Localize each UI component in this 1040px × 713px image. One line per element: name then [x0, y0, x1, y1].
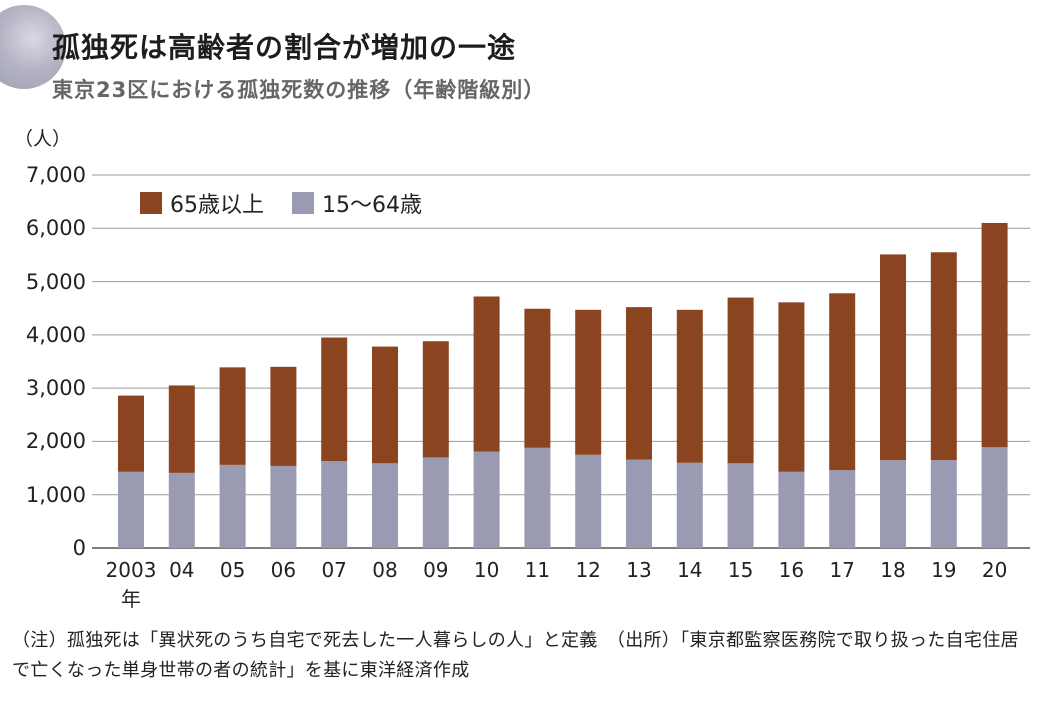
legend-label-65-plus: 65歳以上 — [170, 193, 264, 218]
bar-segment-65-plus — [270, 366, 297, 466]
y-tick-label: 1,000 — [25, 482, 86, 507]
x-tick-label: 06 — [270, 558, 297, 582]
bar-segment-65-plus — [422, 341, 449, 458]
x-tick-label: 18 — [880, 558, 906, 582]
y-tick-label: 4,000 — [25, 322, 86, 347]
bar-segment-65-plus — [168, 385, 195, 473]
bar-segment-65-plus — [930, 252, 957, 461]
x-tick-label: 05 — [219, 558, 246, 582]
y-tick-label: 3,000 — [25, 376, 86, 401]
x-tick-label: 12 — [575, 558, 601, 582]
legend-label-15-64: 15～64歳 — [322, 193, 422, 218]
x-tick-label: 15 — [727, 558, 754, 582]
bar-segment-15-64 — [829, 470, 856, 548]
bar-segment-65-plus — [778, 302, 805, 472]
bar-segment-15-64 — [981, 447, 1008, 548]
x-tick-label: 2003 — [105, 558, 157, 582]
bar-segment-15-64 — [880, 460, 906, 548]
legend-swatch-15-64 — [292, 192, 314, 214]
x-axis-year-unit: 年 — [121, 587, 141, 611]
bar-segment-15-64 — [168, 472, 195, 548]
y-axis-unit-label: （人） — [14, 128, 72, 150]
y-tick-label: 6,000 — [25, 216, 86, 241]
x-tick-label: 13 — [626, 558, 652, 582]
x-tick-label: 17 — [829, 558, 855, 582]
bar-segment-65-plus — [575, 309, 602, 455]
chart-title: 孤独死は高齢者の割合が増加の一途 — [52, 31, 517, 64]
bar-segment-15-64 — [676, 462, 703, 548]
bar-segment-15-64 — [524, 447, 551, 548]
bar-segment-65-plus — [372, 346, 398, 464]
x-tick-label: 04 — [169, 558, 195, 582]
decorative-circle — [0, 5, 66, 89]
bar-segment-65-plus — [880, 254, 906, 461]
bar-segment-65-plus — [524, 308, 551, 448]
x-tick-label: 20 — [981, 558, 1008, 582]
bar-segment-65-plus — [676, 309, 703, 463]
x-tick-label: 08 — [372, 558, 398, 582]
bar-segment-15-64 — [727, 463, 754, 548]
legend-item-65-plus: 65歳以上 — [140, 187, 264, 219]
y-tick-label: 7,000 — [25, 163, 86, 187]
bar-segment-65-plus — [473, 296, 500, 452]
x-tick-label: 10 — [473, 558, 500, 582]
bar-segment-65-plus — [727, 297, 754, 464]
bar-segment-15-64 — [321, 461, 348, 548]
bar-segment-15-64 — [270, 465, 297, 548]
bar-segment-65-plus — [219, 367, 246, 465]
bar-segment-15-64 — [422, 457, 449, 548]
bar-segment-15-64 — [372, 463, 398, 548]
bar-segment-15-64 — [219, 464, 246, 548]
bar-segment-15-64 — [930, 460, 957, 548]
x-tick-label: 16 — [778, 558, 805, 582]
bar-segment-65-plus — [321, 337, 348, 462]
x-tick-label: 09 — [423, 558, 449, 582]
bar-segment-15-64 — [473, 451, 500, 548]
x-tick-label: 19 — [931, 558, 957, 582]
y-tick-label: 0 — [72, 536, 86, 560]
bar-segment-65-plus — [626, 307, 652, 460]
legend-item-15-64: 15～64歳 — [292, 187, 422, 219]
y-tick-label: 5,000 — [25, 269, 86, 294]
bar-segment-15-64 — [778, 471, 805, 548]
bar-segment-65-plus — [981, 222, 1008, 448]
source-note: （注）孤独死は「異状死のうち自宅で死去した一人暮らしの人」と定義 （出所）「東京… — [12, 630, 1019, 681]
y-tick-label: 2,000 — [25, 429, 86, 454]
x-tick-label: 11 — [524, 558, 551, 582]
x-tick-label: 07 — [321, 558, 347, 582]
bar-segment-65-plus — [829, 293, 856, 471]
x-tick-label: 14 — [677, 558, 703, 582]
legend: 65歳以上 15～64歳 — [140, 188, 450, 218]
legend-swatch-65-plus — [140, 192, 162, 214]
bar-segment-15-64 — [118, 471, 144, 548]
bar-segment-65-plus — [118, 395, 144, 472]
bar-segment-15-64 — [626, 459, 652, 548]
bar-segment-15-64 — [575, 454, 602, 548]
chart-subtitle: 東京23区における孤独死数の推移（年齢階級別） — [52, 78, 546, 102]
